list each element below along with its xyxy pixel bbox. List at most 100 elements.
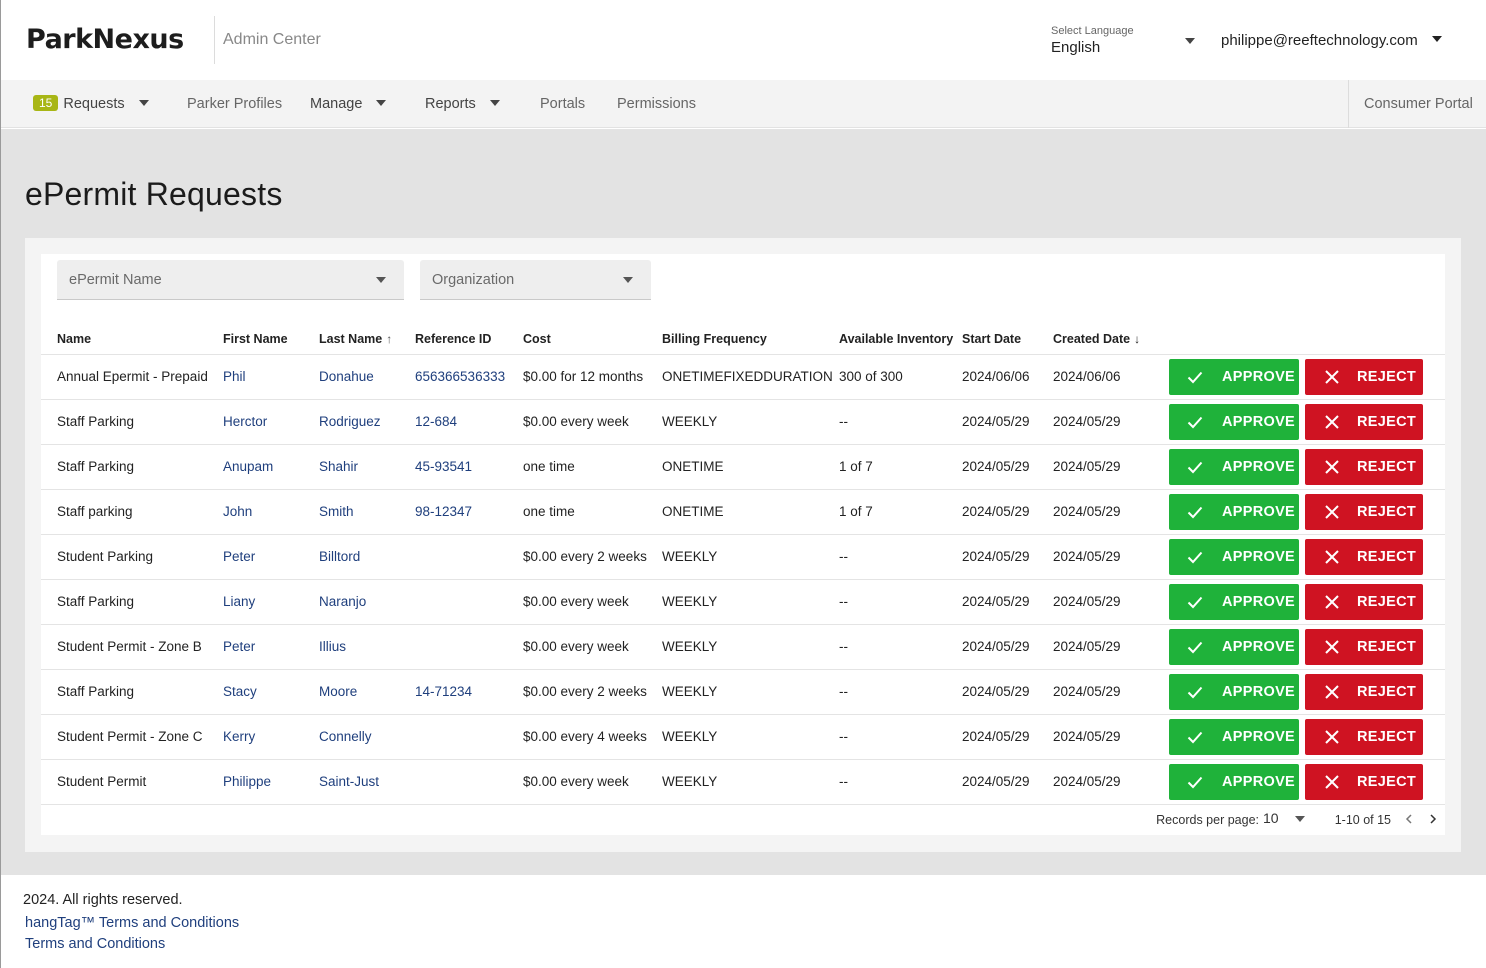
nav-parker-profiles[interactable]: Parker Profiles xyxy=(187,96,283,112)
user-menu[interactable]: philippe@reeftechnology.com xyxy=(1221,32,1442,49)
nav-requests[interactable]: 15 Requests xyxy=(33,80,149,128)
cell-actions: APPROVE REJECT xyxy=(1153,758,1445,805)
nav-reports[interactable]: Reports xyxy=(425,80,500,128)
col-header-start-date[interactable]: Start Date xyxy=(962,331,1022,346)
records-per-page-label: Records per page: xyxy=(1156,813,1259,827)
cell-last-name[interactable]: Naranjo xyxy=(303,578,399,624)
reject-button[interactable]: REJECT xyxy=(1305,628,1423,665)
cell-reference-id[interactable]: 656366536333 xyxy=(399,353,507,399)
cell-start-date: 2024/05/29 xyxy=(946,578,1037,624)
col-header-reference-id[interactable]: Reference ID xyxy=(415,331,492,346)
chevron-down-icon xyxy=(376,277,386,283)
next-page-button[interactable] xyxy=(1425,809,1441,829)
cell-first-name[interactable]: Philippe xyxy=(207,758,303,805)
organization-filter[interactable]: Organization xyxy=(420,260,651,300)
reject-button[interactable]: REJECT xyxy=(1305,403,1423,440)
language-select[interactable]: Select Language English xyxy=(1051,25,1197,57)
approve-button[interactable]: APPROVE xyxy=(1169,493,1299,530)
cell-first-name[interactable]: Kerry xyxy=(207,713,303,759)
col-header-cost[interactable]: Cost xyxy=(523,331,551,346)
cell-last-name[interactable]: Connelly xyxy=(303,713,399,759)
reject-button[interactable]: REJECT xyxy=(1305,718,1423,755)
col-header-first-name[interactable]: First Name xyxy=(223,331,288,346)
cell-start-date: 2024/05/29 xyxy=(946,398,1037,444)
approve-button[interactable]: APPROVE xyxy=(1169,673,1299,710)
reject-button[interactable]: REJECT xyxy=(1305,448,1423,485)
cell-first-name[interactable]: Peter xyxy=(207,623,303,669)
cell-cost: $0.00 every week xyxy=(507,623,646,669)
cell-first-name[interactable]: Anupam xyxy=(207,443,303,489)
cell-reference-id[interactable]: 98-12347 xyxy=(399,488,507,534)
parknexus-logo[interactable]: ParkNexus xyxy=(26,24,184,55)
col-header-last-name[interactable]: Last Name ↑ xyxy=(303,324,399,354)
cell-available-inventory: -- xyxy=(823,668,946,714)
reject-button[interactable]: REJECT xyxy=(1305,673,1423,710)
table-row: Staff Parking Herctor Rodriguez 12-684 $0.00… xyxy=(41,398,1445,444)
approve-button[interactable]: APPROVE xyxy=(1169,763,1299,800)
approve-button[interactable]: APPROVE xyxy=(1169,403,1299,440)
reject-button[interactable]: REJECT xyxy=(1305,358,1423,395)
reject-button[interactable]: REJECT xyxy=(1305,538,1423,575)
col-header-name[interactable]: Name xyxy=(57,331,92,346)
cell-actions: APPROVE REJECT xyxy=(1153,398,1445,444)
nav-permissions[interactable]: Permissions xyxy=(617,96,696,112)
cell-last-name[interactable]: Smith xyxy=(303,488,399,534)
cell-last-name[interactable]: Shahir xyxy=(303,443,399,489)
approve-button[interactable]: APPROVE xyxy=(1169,358,1299,395)
reject-button[interactable]: REJECT xyxy=(1305,763,1423,800)
approve-button[interactable]: APPROVE xyxy=(1169,448,1299,485)
cell-last-name[interactable]: Moore xyxy=(303,668,399,714)
previous-page-button[interactable] xyxy=(1401,809,1417,829)
nav-portals[interactable]: Portals xyxy=(540,96,586,112)
cell-last-name[interactable]: Saint-Just xyxy=(303,758,399,805)
col-header-billing-frequency[interactable]: Billing Frequency xyxy=(662,331,767,346)
cell-actions: APPROVE REJECT xyxy=(1153,533,1445,579)
cell-start-date: 2024/05/29 xyxy=(946,443,1037,489)
page-title: ePermit Requests xyxy=(25,176,283,212)
check-icon xyxy=(1187,461,1203,473)
cell-reference-id[interactable]: 45-93541 xyxy=(399,443,507,489)
cell-first-name[interactable]: John xyxy=(207,488,303,534)
approve-button[interactable]: APPROVE xyxy=(1169,583,1299,620)
requests-card: ePermit Name Organization Name First Nam… xyxy=(41,254,1445,835)
cell-reference-id[interactable]: 12-684 xyxy=(399,398,507,444)
reject-button[interactable]: REJECT xyxy=(1305,583,1423,620)
reject-button[interactable]: REJECT xyxy=(1305,493,1423,530)
approve-button[interactable]: APPROVE xyxy=(1169,538,1299,575)
approve-button[interactable]: APPROVE xyxy=(1169,628,1299,665)
table-row: Staff parking John Smith 98-12347 one time ON… xyxy=(41,488,1445,534)
check-icon xyxy=(1187,506,1203,518)
cell-first-name[interactable]: Liany xyxy=(207,578,303,624)
epermit-name-filter[interactable]: ePermit Name xyxy=(57,260,404,300)
table-row: Staff Parking Liany Naranjo $0.00 every wee… xyxy=(41,578,1445,624)
cell-first-name[interactable]: Herctor xyxy=(207,398,303,444)
cell-last-name[interactable]: Rodriguez xyxy=(303,398,399,444)
table-row: Student Permit - Zone C Kerry Connelly $0.0… xyxy=(41,713,1445,759)
cell-billing-frequency: WEEKLY xyxy=(646,398,823,444)
hangtag-terms-link[interactable]: hangTag™ Terms and Conditions xyxy=(25,915,240,931)
nav-manage[interactable]: Manage xyxy=(310,80,387,128)
records-per-page-select[interactable]: 10 xyxy=(1263,810,1305,826)
cell-cost: $0.00 every week xyxy=(507,578,646,624)
cell-cost: $0.00 every 2 weeks xyxy=(507,668,647,714)
cell-last-name[interactable]: Donahue xyxy=(303,353,399,399)
cell-last-name[interactable]: Billtord xyxy=(303,533,399,579)
cell-first-name[interactable]: Peter xyxy=(207,533,303,579)
table-row: Staff Parking Stacy Moore 14-71234 $0.00 eve… xyxy=(41,668,1445,714)
reject-button-label: REJECT xyxy=(1357,773,1417,790)
col-header-created-date[interactable]: Created Date ↓ xyxy=(1037,324,1153,354)
cell-start-date: 2024/05/29 xyxy=(946,533,1037,579)
cell-last-name[interactable]: Illius xyxy=(303,623,399,669)
close-icon xyxy=(1325,414,1339,429)
main-nav: 15 Requests Parker Profiles Manage Report… xyxy=(1,80,1486,128)
cell-reference-id xyxy=(399,758,507,805)
cell-reference-id[interactable]: 14-71234 xyxy=(399,668,507,714)
cell-first-name[interactable]: Stacy xyxy=(207,668,303,714)
cell-billing-frequency: ONETIME xyxy=(646,443,823,489)
cell-first-name[interactable]: Phil xyxy=(207,353,303,399)
approve-button[interactable]: APPROVE xyxy=(1169,718,1299,755)
nav-consumer-portal[interactable]: Consumer Portal xyxy=(1364,96,1473,112)
cell-name: Staff Parking xyxy=(41,578,207,624)
terms-link[interactable]: Terms and Conditions xyxy=(25,936,166,952)
col-header-available-inventory[interactable]: Available Inventory xyxy=(839,331,954,346)
